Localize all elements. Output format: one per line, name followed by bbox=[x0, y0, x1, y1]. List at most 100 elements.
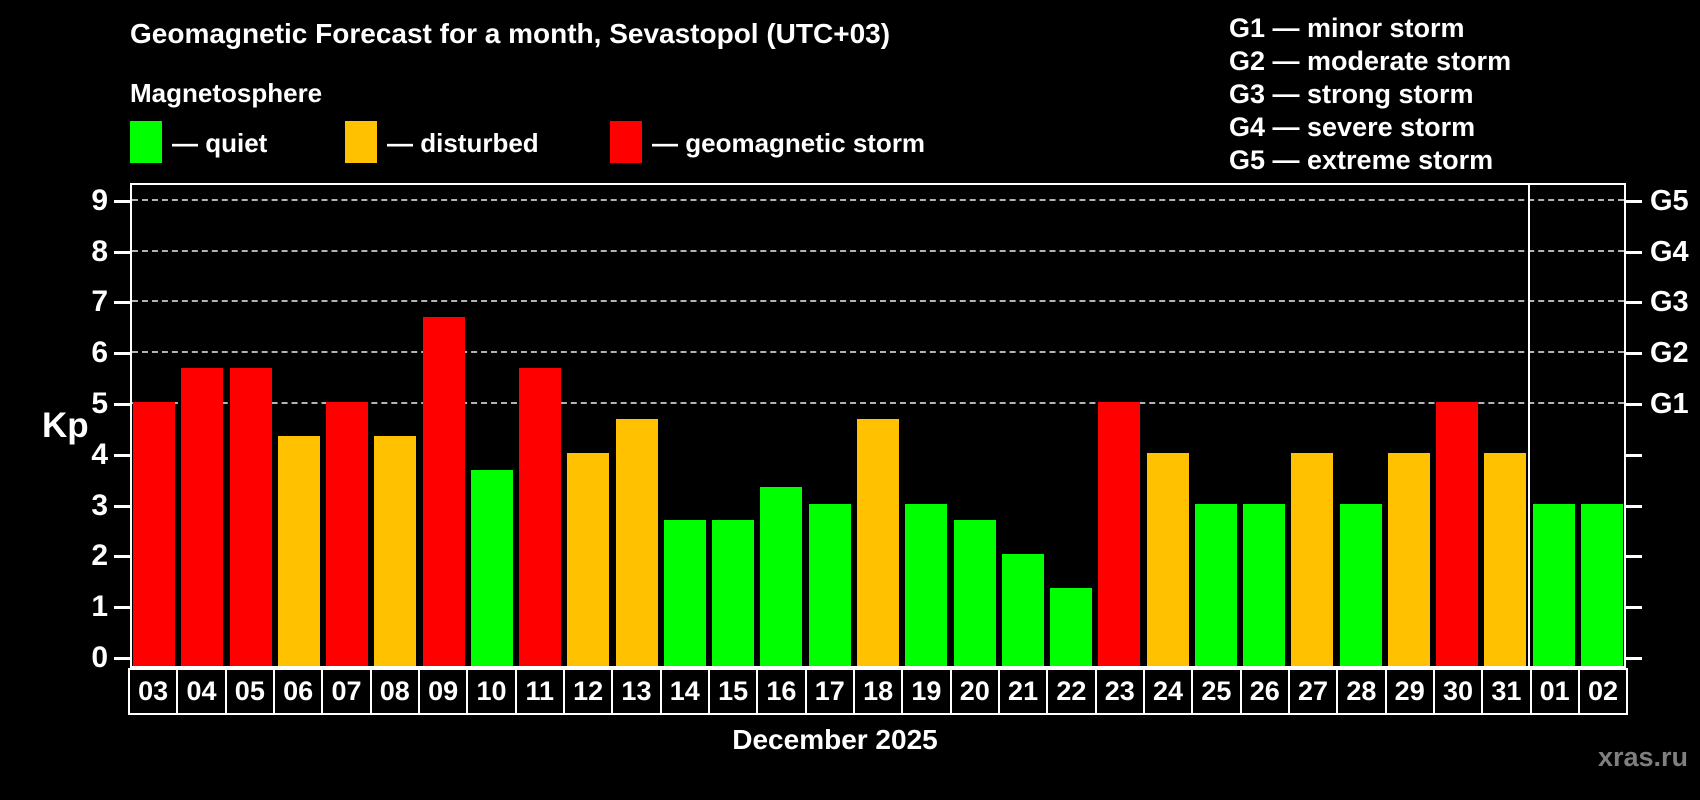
bar-day-17 bbox=[808, 503, 851, 666]
day-label-08: 08 bbox=[369, 668, 420, 715]
y-axis-right-tick-3 bbox=[1626, 504, 1642, 508]
y-axis-left-label-4: 4 bbox=[91, 437, 108, 471]
y-axis-left-label-5: 5 bbox=[91, 387, 108, 420]
gridline-kp8 bbox=[132, 249, 1624, 252]
y-axis-right-tick-4 bbox=[1626, 453, 1642, 457]
storm-scale-legend-item: G3 — strong storm bbox=[1229, 79, 1474, 109]
y-axis-left-tick-7 bbox=[114, 301, 130, 305]
day-label-27: 27 bbox=[1287, 668, 1339, 715]
y-axis-left-tick-6 bbox=[114, 352, 130, 356]
day-label-06: 06 bbox=[272, 668, 324, 715]
legend-swatch-storm bbox=[610, 121, 642, 163]
bar-day-26 bbox=[1243, 503, 1286, 666]
bar-day-10 bbox=[470, 469, 513, 666]
legend-swatch-disturbed bbox=[345, 121, 377, 163]
bar-day-16 bbox=[760, 486, 803, 666]
y-axis-right-label-G5: G5 bbox=[1650, 184, 1689, 217]
bar-day-28 bbox=[1339, 503, 1382, 666]
bar-day-30 bbox=[1436, 402, 1479, 666]
day-label-29: 29 bbox=[1384, 668, 1435, 715]
bar-day-18 bbox=[857, 418, 899, 666]
y-axis-right-label-G3: G3 bbox=[1650, 286, 1689, 319]
bar-day-15 bbox=[712, 520, 755, 666]
y-axis-left-label-0: 0 bbox=[91, 641, 108, 674]
day-label-30: 30 bbox=[1432, 668, 1484, 715]
y-axis-left-label-6: 6 bbox=[91, 336, 108, 370]
chart-subtitle: Magnetosphere bbox=[130, 78, 323, 108]
day-label-17: 17 bbox=[804, 668, 855, 715]
y-axis-left-label-7: 7 bbox=[91, 285, 108, 319]
day-label-15: 15 bbox=[707, 668, 759, 715]
y-axis-right-label-G2: G2 bbox=[1650, 337, 1689, 370]
bar-day-29 bbox=[1387, 452, 1430, 666]
y-axis-right-label-G4: G4 bbox=[1650, 235, 1689, 268]
day-label-14: 14 bbox=[659, 668, 710, 715]
bar-day-08 bbox=[374, 436, 417, 666]
bar-day-22 bbox=[1050, 588, 1093, 666]
y-axis-left-tick-4 bbox=[114, 453, 130, 457]
y-axis-right-tick-1 bbox=[1626, 606, 1642, 610]
y-axis-left-label-8: 8 bbox=[91, 234, 108, 268]
bar-day-24 bbox=[1146, 452, 1189, 666]
bar-day-12 bbox=[567, 452, 610, 666]
day-label-20: 20 bbox=[949, 668, 1000, 715]
day-label-26: 26 bbox=[1239, 668, 1290, 715]
day-label-18: 18 bbox=[852, 668, 904, 715]
bar-day-19 bbox=[905, 503, 948, 666]
day-label-21: 21 bbox=[997, 668, 1049, 715]
plot-area bbox=[130, 183, 1626, 668]
day-label-12: 12 bbox=[562, 668, 614, 715]
day-label-04: 04 bbox=[176, 668, 227, 715]
day-label-19: 19 bbox=[901, 668, 952, 715]
gridline-kp9 bbox=[132, 198, 1624, 201]
y-axis-left-tick-9 bbox=[114, 199, 130, 203]
storm-scale-legend: G1 — minor storm G2 — moderate storm G3 — … bbox=[1229, 12, 1511, 177]
day-label-05: 05 bbox=[224, 668, 275, 715]
y-axis-right-tick-2 bbox=[1626, 555, 1642, 559]
month-divider-line bbox=[1528, 185, 1531, 666]
chart-title: Geomagnetic Forecast for a month, Sevast… bbox=[130, 18, 891, 49]
day-label-22: 22 bbox=[1046, 668, 1097, 715]
bar-day-09 bbox=[422, 317, 465, 666]
bar-day-31 bbox=[1484, 452, 1527, 666]
day-label-25: 25 bbox=[1191, 668, 1242, 715]
bar-day-04 bbox=[181, 367, 224, 666]
y-axis-right-tick-9 bbox=[1626, 199, 1642, 203]
y-axis-left-label-9: 9 bbox=[91, 183, 108, 217]
watermark: xras.ru bbox=[1597, 742, 1688, 772]
x-axis-title: December 2025 bbox=[732, 724, 938, 755]
storm-scale-legend-item: G1 — minor storm bbox=[1229, 13, 1465, 43]
day-label-03: 03 bbox=[128, 668, 179, 715]
x-axis-day-labels: 03 04 05 06 07 08 09 10 11 12 13 14 15 16 17 18 19 20 21 22… bbox=[128, 668, 1629, 715]
bar-day-02 bbox=[1580, 503, 1623, 666]
bar-day-03 bbox=[133, 402, 176, 666]
day-label-07: 07 bbox=[321, 668, 372, 715]
day-label-11: 11 bbox=[514, 668, 565, 715]
y-axis-right-tick-0 bbox=[1626, 657, 1642, 660]
y-axis-left-tick-0 bbox=[114, 657, 130, 660]
y-axis-left-tick-1 bbox=[114, 606, 130, 610]
legend-swatch-quiet bbox=[130, 121, 162, 163]
day-label-13: 13 bbox=[611, 668, 662, 715]
gridline-kp6 bbox=[132, 351, 1624, 354]
y-axis-left-tick-2 bbox=[114, 555, 130, 559]
legend-label-storm: — geomagnetic storm bbox=[652, 128, 926, 158]
legend-label-quiet: — quiet bbox=[172, 128, 268, 158]
bar-day-27 bbox=[1291, 452, 1334, 666]
storm-scale-legend-item: G2 — moderate storm bbox=[1229, 46, 1512, 76]
bar-day-21 bbox=[1001, 554, 1044, 666]
y-axis-label: Kp bbox=[42, 406, 89, 445]
bar-day-14 bbox=[663, 520, 706, 666]
bar-day-01 bbox=[1532, 503, 1575, 666]
bar-day-23 bbox=[1098, 402, 1141, 666]
storm-scale-legend-item: G4 — severe storm bbox=[1229, 112, 1476, 142]
y-axis-right-tick-7 bbox=[1626, 301, 1642, 305]
y-axis-right-label-G1: G1 bbox=[1650, 388, 1689, 420]
y-axis-right-tick-6 bbox=[1626, 352, 1642, 356]
gridline-kp7 bbox=[132, 300, 1624, 303]
y-axis-right-tick-8 bbox=[1626, 250, 1642, 254]
day-label-23: 23 bbox=[1094, 668, 1145, 715]
day-label-09: 09 bbox=[417, 668, 469, 715]
day-label-16: 16 bbox=[756, 668, 807, 715]
day-label-28: 28 bbox=[1336, 668, 1387, 715]
